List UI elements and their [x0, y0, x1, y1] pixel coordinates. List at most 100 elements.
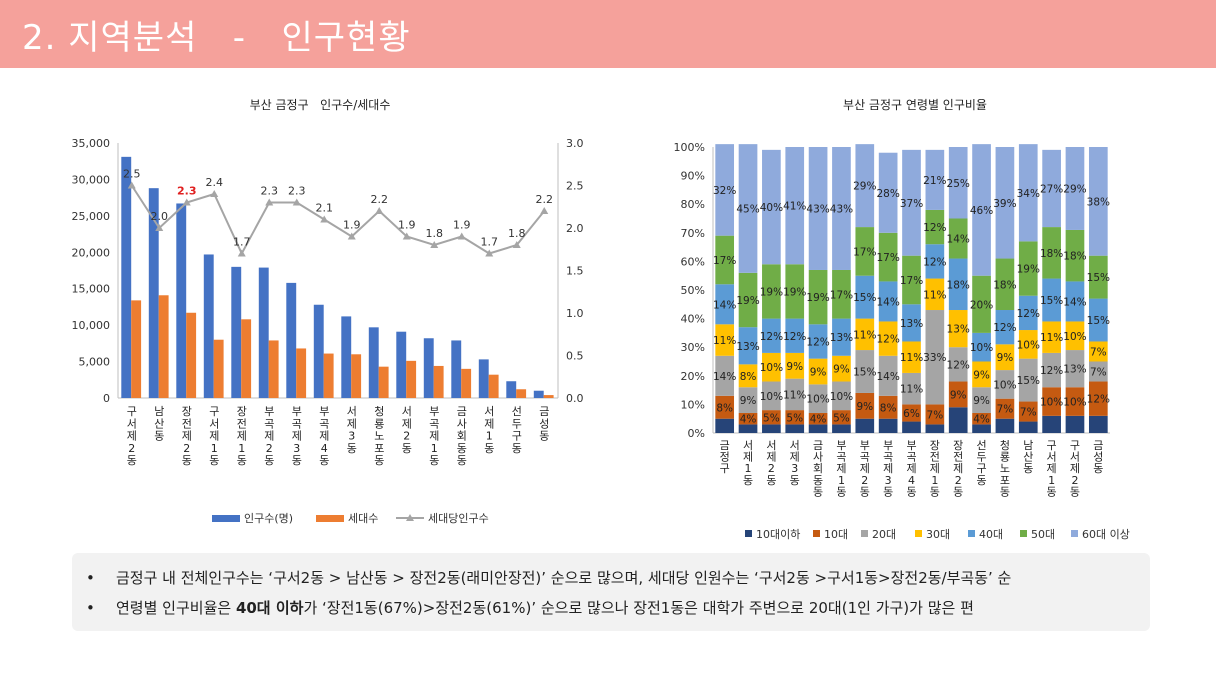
segment-label: 25%: [947, 178, 970, 190]
y-tick-label: 50%: [681, 284, 705, 297]
stack-segment: [878, 152, 898, 233]
stack-segment: [1018, 295, 1038, 331]
stack-segment: [832, 147, 851, 270]
legend-label: 60대 이상: [1082, 528, 1130, 541]
segment-label: 32%: [713, 185, 736, 197]
per-household-point: [237, 249, 246, 257]
segment-label: 10%: [1040, 397, 1063, 409]
household-bar: [433, 365, 444, 398]
stack-segment: [808, 424, 828, 433]
segment-label: 9%: [740, 395, 757, 407]
stack-segment: [1065, 321, 1085, 351]
per-household-point: [265, 198, 274, 206]
stack-segment: [878, 355, 898, 396]
stack-segment: [855, 418, 875, 433]
segment-label: 38%: [1087, 196, 1110, 208]
segment-label: 11%: [853, 329, 876, 341]
segment-label: 6%: [903, 408, 920, 420]
stack-segment: [1018, 358, 1038, 402]
segment-label: 10%: [760, 391, 783, 403]
segment-label: 11%: [900, 384, 923, 396]
stack-segment: [1065, 147, 1085, 230]
stack-segment: [738, 412, 758, 425]
left-chart-title: 부산 금정구 인구수/세대수: [249, 98, 391, 112]
segment-label: 15%: [853, 292, 876, 304]
right-y-tick-label: 1.5: [566, 265, 584, 278]
segment-label: 5%: [763, 412, 780, 424]
stack-segment: [715, 324, 735, 356]
segment-label: 19%: [1017, 264, 1040, 276]
segment-label: 15%: [1087, 315, 1110, 327]
segment-label: 9%: [997, 352, 1014, 364]
y-tick-label: 90%: [681, 170, 705, 183]
stack-segment: [785, 378, 805, 411]
segment-label: 40%: [760, 202, 783, 214]
legend-label-population: 인구수(명): [244, 512, 293, 525]
segment-label: 12%: [947, 359, 970, 371]
segment-label: 37%: [900, 198, 923, 210]
stack-segment: [762, 424, 781, 433]
stack-segment: [762, 352, 781, 382]
stack-segment: [1018, 241, 1038, 296]
per-household-point: [155, 224, 164, 231]
stack-segment: [762, 264, 781, 319]
legend-marker-per-household: [406, 514, 414, 521]
segment-label: 8%: [716, 402, 733, 414]
household-bar: [351, 354, 362, 398]
legend-label: 10대이하: [756, 527, 800, 541]
stack-segment: [855, 227, 875, 276]
population-bar: [148, 188, 159, 398]
population-bar: [423, 338, 434, 398]
legend-swatch: [861, 530, 868, 537]
population-bar: [451, 340, 462, 398]
stack-segment: [1065, 281, 1085, 322]
segment-label: 8%: [880, 402, 897, 414]
per-household-point: [182, 198, 191, 206]
stack-segment: [715, 235, 735, 285]
header-banner: 2. 지역분석 - 인구현황: [0, 0, 1216, 68]
segment-label: 17%: [713, 255, 736, 267]
segment-label: 41%: [783, 201, 806, 213]
left-y-tick-label: 10,000: [72, 319, 111, 332]
stack-segment: [785, 264, 805, 319]
segment-label: 18%: [993, 279, 1016, 291]
stack-segment: [808, 384, 828, 413]
segment-label: 14%: [876, 371, 899, 383]
segment-label: 13%: [1063, 364, 1086, 376]
per-household-point: [210, 190, 219, 197]
note-1: • 금정구 내 전체인구수는 ‘구서2동 > 남산동 > 장전2동(래미안장전)’…: [86, 567, 1011, 588]
segment-label: 10%: [993, 379, 1016, 391]
stack-segment: [948, 218, 968, 259]
data-label: 2.3: [177, 185, 197, 198]
stack-segment: [902, 304, 921, 342]
segment-label: 5%: [786, 412, 803, 424]
data-label: 1.7: [481, 236, 499, 249]
segment-label: 46%: [970, 205, 993, 217]
stack-segment: [808, 358, 828, 385]
per-household-point: [127, 181, 136, 189]
stack-segment: [762, 381, 781, 411]
population-bar: [506, 381, 517, 398]
stack-segment: [995, 310, 1015, 345]
right-y-tick-label: 2.5: [566, 180, 584, 193]
y-tick-label: 30%: [681, 341, 705, 354]
household-bar: [131, 300, 142, 398]
stack-segment: [948, 347, 968, 382]
stack-segment: [1042, 278, 1061, 322]
segment-label: 10%: [830, 391, 853, 403]
household-bar: [296, 348, 307, 398]
stack-segment: [832, 269, 851, 319]
segment-label: 29%: [1063, 183, 1086, 195]
stack-segment: [1018, 401, 1038, 422]
stack-segment: [785, 318, 805, 353]
stack-segment: [925, 310, 945, 405]
stack-segment: [715, 284, 735, 325]
